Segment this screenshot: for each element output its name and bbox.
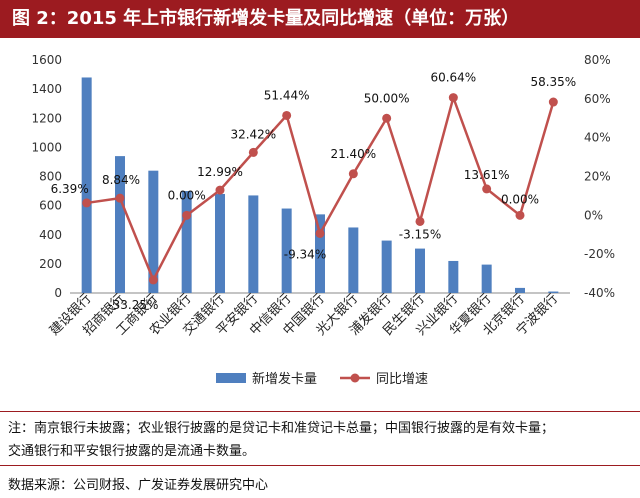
bar-民生银行 [415,248,425,293]
growth-data-label: 13.61% [464,168,510,182]
growth-point-交通银行 [215,185,225,195]
growth-point-中信银行 [282,110,292,120]
left-tick-label: 1400 [31,82,62,96]
growth-data-label: 8.84% [102,173,140,187]
right-tick-label: 0% [584,208,603,222]
growth-data-label: 51.44% [264,88,310,102]
legend-line-marker [350,373,360,383]
right-tick-label: -20% [584,247,615,261]
right-tick-label: 40% [584,131,611,145]
footnote-line-1: 注：南京银行未披露；农业银行披露的是贷记卡和准贷记卡总量；中国银行披露的是有效卡… [8,421,555,436]
figure-title: 图 2：2015 年上市银行新增发卡量及同比增速（单位：万张） [0,0,640,38]
growth-data-label: 0.00% [168,188,206,202]
growth-point-民生银行 [415,216,425,226]
growth-point-北京银行 [515,210,525,220]
line-series: 6.39% 8.84% -33.25% 0.00% 12.99% 32.42% 51.44%… [51,71,577,312]
left-tick-label: 800 [39,170,62,184]
legend-bar-label: 新增发卡量 [252,371,317,387]
left-tick-label: 1600 [31,53,62,67]
combo-chart: 0 200 400 600 800 1000 1200 1400 1600 -40% -20% 0%… [31,53,615,387]
divider [0,411,640,412]
growth-data-label: 58.35% [530,75,576,89]
growth-point-宁波银行 [548,97,558,107]
right-tick-label: 80% [584,53,611,67]
bar-兴业银行 [448,260,459,293]
growth-data-label: 21.40% [330,147,376,161]
bar-建设银行 [81,77,92,293]
growth-point-兴业银行 [448,93,458,103]
bar-中信银行 [281,208,292,293]
bar-华夏银行 [481,264,492,293]
right-axis: -40% -20% 0% 20% 40% 60% 80% [584,53,615,300]
growth-point-建设银行 [82,198,92,208]
bar-北京银行 [515,287,525,293]
growth-data-label: -9.34% [284,247,326,261]
growth-point-中国银行 [315,228,325,238]
source-note: 数据来源：公司财报、广发证券发展研究中心 [8,478,269,493]
bar-交通银行 [215,193,225,293]
growth-data-label: 50.00% [364,91,410,105]
growth-data-label: -33.25% [108,298,158,312]
bar-宁波银行 [548,291,559,293]
chart-legend: 新增发卡量 同比增速 [216,371,428,387]
bar-招商银行 [115,156,125,293]
left-tick-label: 200 [39,257,62,271]
divider [0,465,640,466]
left-tick-label: 600 [39,199,62,213]
growth-point-华夏银行 [482,184,492,194]
growth-data-label: 32.42% [230,127,276,141]
growth-data-label: 0.00% [501,192,539,206]
left-tick-label: 400 [39,228,62,242]
bar-浦发银行 [381,240,392,293]
growth-point-招商银行 [115,193,125,203]
legend-line-label: 同比增速 [376,372,428,387]
bar-中国银行 [315,214,325,293]
legend-bar-swatch [216,373,246,383]
growth-data-label: 6.39% [51,182,89,196]
bar-工商银行 [148,170,159,293]
left-tick-label: 1000 [31,140,62,154]
footnote-line-2: 交通银行和平安银行披露的是流通卡数量。 [8,444,256,459]
bar-series [81,77,559,293]
growth-data-label: -3.15% [399,227,441,241]
right-tick-label: 20% [584,170,611,184]
bar-光大银行 [348,227,359,293]
left-tick-label: 1200 [31,111,62,125]
right-tick-label: -40% [584,286,615,300]
right-tick-label: 60% [584,92,611,106]
growth-point-工商银行 [148,275,158,285]
growth-point-平安银行 [248,147,258,157]
growth-data-label: 12.99% [197,165,243,179]
bar-平安银行 [248,195,259,293]
left-tick-label: 0 [54,286,62,300]
growth-data-label: 60.64% [430,71,476,85]
bar-农业银行 [181,191,192,293]
growth-point-农业银行 [182,210,192,220]
growth-point-光大银行 [348,169,358,179]
growth-point-浦发银行 [382,113,392,123]
